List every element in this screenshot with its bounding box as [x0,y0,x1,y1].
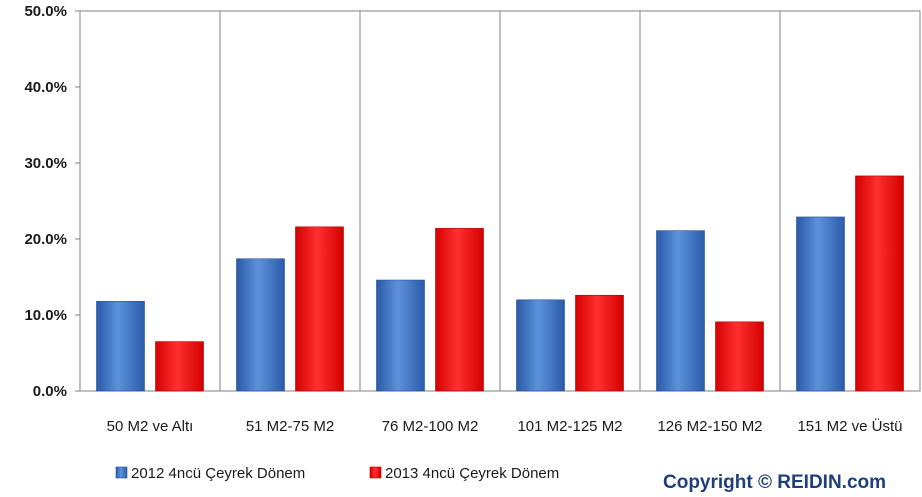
bar-2013-4 [715,321,764,392]
bar-2013-2 [435,228,484,392]
x-category-label: 51 M2-75 M2 [246,418,334,435]
x-category-label: 126 M2-150 M2 [657,418,762,435]
legend: 2012 4ncü Çeyrek Dönem 2013 4ncü Çeyrek D… [115,465,559,482]
y-tick-label: 10.0% [24,307,67,324]
y-tick-label: 30.0% [24,155,67,172]
legend-label: 2013 4ncü Çeyrek Dönem [385,465,559,482]
x-axis: 50 M2 ve Altı 51 M2-75 M2 76 M2-100 M2 101 … [107,417,903,435]
bar-2012-2 [376,279,425,392]
y-tick-label: 40.0% [24,79,67,96]
legend-label: 2012 4ncü Çeyrek Dönem [131,465,305,482]
legend-swatch [369,466,382,479]
bar-2013-3 [575,294,624,392]
plot-area [79,10,921,392]
x-category-label: 50 M2 ve Altı [107,418,194,435]
y-axis: 0.0% 10.0% 20.0% 30.0% 40.0% 50.0% [24,3,80,400]
copyright-text: Copyright © REIDIN.com [663,472,886,493]
y-tick-label: 50.0% [24,3,67,20]
bar-2012-0 [96,301,145,392]
bar-2013-5 [855,175,904,392]
x-category-label: 101 M2-125 M2 [517,418,622,435]
legend-swatch [115,466,128,479]
x-category-label: 151 M2 ve Üstü [797,417,902,435]
bar-2013-0 [155,341,204,392]
bar-2012-4 [656,230,705,392]
bar-2012-3 [516,299,565,392]
bar-2012-1 [236,258,285,392]
bar-2012-5 [796,216,845,392]
bars [96,175,904,392]
bar-2013-1 [295,226,344,392]
y-tick-label: 20.0% [24,231,67,248]
x-category-label: 76 M2-100 M2 [382,418,479,435]
y-tick-label: 0.0% [33,383,67,400]
